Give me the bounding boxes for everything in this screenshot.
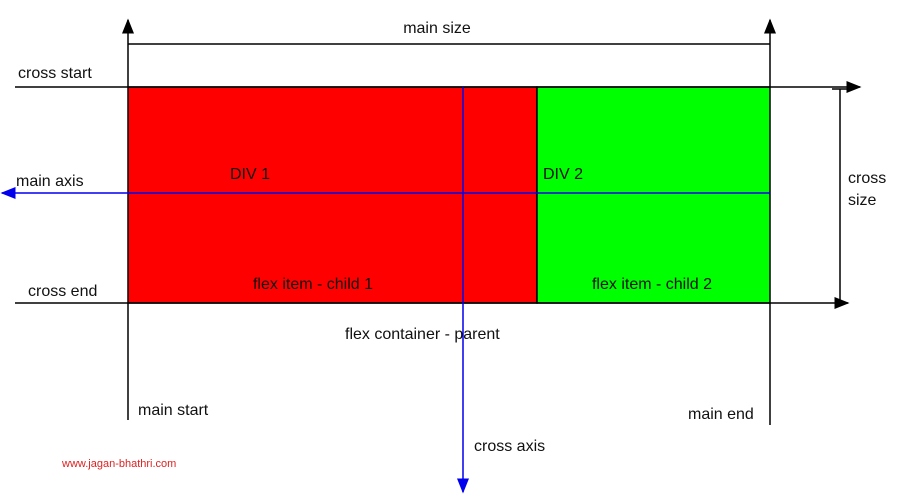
main-axis-label: main axis xyxy=(16,173,84,190)
cross-start-label: cross start xyxy=(18,65,92,82)
div-1-label: DIV 1 xyxy=(230,166,270,183)
cross-end-label: cross end xyxy=(28,283,97,300)
parent-label: flex container - parent xyxy=(345,326,500,343)
watermark: www.jagan-bhathri.com xyxy=(61,458,176,470)
div-2-box xyxy=(536,86,771,304)
main-size-label: main size xyxy=(403,20,471,37)
div-1-box xyxy=(127,86,538,304)
main-end-label: main end xyxy=(688,406,754,423)
child-2-label: flex item - child 2 xyxy=(592,276,712,293)
cross-axis-label: cross axis xyxy=(474,438,545,455)
div-2-label: DIV 2 xyxy=(543,166,583,183)
main-start-label: main start xyxy=(138,402,209,419)
cross-size-label: size xyxy=(848,192,877,209)
child-1-label: flex item - child 1 xyxy=(253,276,373,293)
cross-size-label: cross xyxy=(848,170,886,187)
